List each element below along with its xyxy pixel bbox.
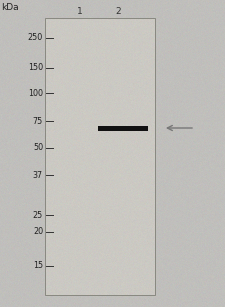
Text: 25: 25 [33,211,43,220]
Text: 100: 100 [28,88,43,98]
Text: 2: 2 [115,7,121,17]
Text: 1: 1 [77,7,83,17]
Bar [98,126,148,130]
Text: 75: 75 [33,116,43,126]
Text: 150: 150 [28,64,43,72]
Text: kDa: kDa [1,3,19,13]
Text: 15: 15 [33,262,43,270]
Text: 250: 250 [28,33,43,42]
Text: 50: 50 [33,143,43,153]
Text: 20: 20 [33,227,43,236]
Text: 37: 37 [33,170,43,180]
Bar [45,18,155,295]
